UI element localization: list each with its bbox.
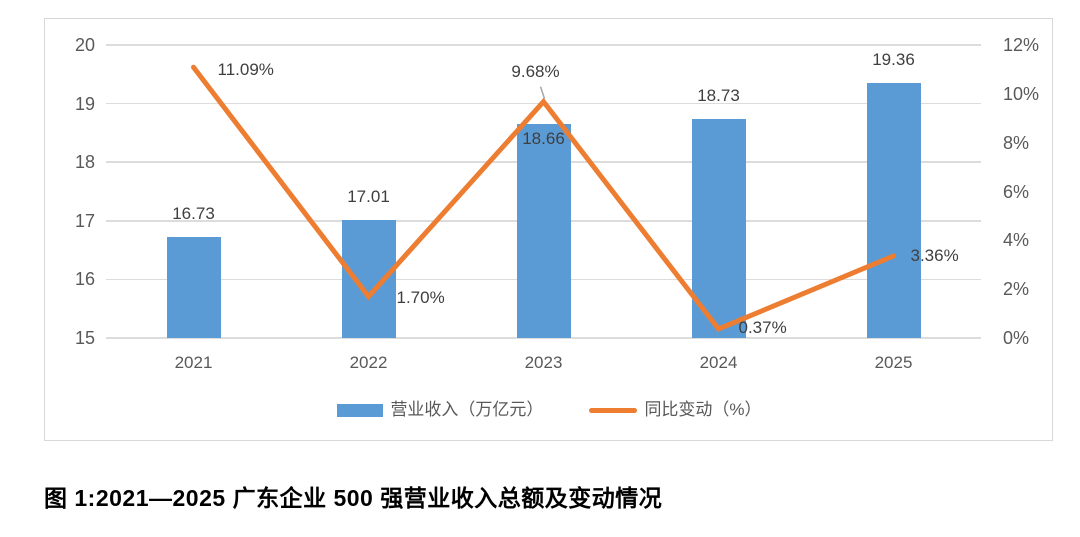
left-axis-tick: 15 [74, 328, 95, 348]
legend-label-change: 同比变动（%） [644, 400, 762, 419]
left-axis-tick: 17 [74, 210, 95, 231]
left-axis-tick: 16 [74, 269, 95, 290]
line-point-label: 11.09% [217, 60, 274, 80]
legend-label-revenue: 营业收入（万亿元） [390, 400, 544, 419]
line-series-swatch-icon [589, 407, 638, 413]
x-axis-tick: 2021 [174, 353, 213, 372]
line-point-label: 1.70% [396, 288, 445, 308]
right-axis-tick: 0% [1003, 328, 1030, 348]
bar-value-label: 19.36 [872, 49, 915, 69]
bar-value-label: 17.01 [347, 187, 390, 207]
chart-legend: 营业收入（万亿元） 同比变动（%） [45, 398, 1054, 422]
right-axis-tick: 12% [1003, 35, 1040, 55]
leader-line [539, 86, 546, 99]
x-axis-tick: 2025 [874, 353, 913, 372]
line-point-label: 0.37% [738, 317, 787, 337]
x-axis-tick: 2024 [699, 353, 738, 372]
bar-value-label: 18.73 [697, 86, 740, 106]
bar [866, 82, 921, 338]
line-point-label: 9.68% [511, 61, 560, 81]
trend-line [191, 64, 896, 333]
left-axis-tick: 18 [74, 152, 95, 173]
bar [516, 123, 571, 338]
trend-line-svg [191, 64, 896, 333]
right-axis-tick: 8% [1003, 132, 1030, 153]
right-axis-tick: 10% [1003, 83, 1040, 104]
chart-card: 20 19 18 17 16 15 12% 10% 8% 6% 4% 2% 0% 16.73 17.01 18… [44, 18, 1053, 441]
combo-chart-plot: 20 19 18 17 16 15 12% 10% 8% 6% 4% 2% 0% 16.73 17.01 18… [45, 19, 1054, 442]
right-axis-tick: 6% [1003, 181, 1030, 202]
line-point-label: 3.36% [910, 245, 959, 265]
bar-series-swatch-icon [337, 403, 384, 417]
right-axis-tick: 4% [1003, 230, 1030, 251]
bar [166, 236, 221, 338]
x-axis-tick: 2023 [524, 353, 563, 372]
left-axis-tick: 20 [74, 35, 95, 55]
bar-value-label: 16.73 [172, 203, 215, 223]
left-axis-tick: 19 [74, 93, 95, 114]
bar-value-label: 18.66 [522, 128, 565, 148]
figure-caption: 图 1:2021—2025 广东企业 500 强营业收入总额及变动情况 [44, 485, 663, 511]
gridline [106, 44, 981, 46]
right-axis-tick: 2% [1003, 279, 1030, 300]
legend-item-change: 同比变动（%） [589, 400, 762, 420]
x-axis-tick: 2022 [349, 353, 388, 372]
gridline [106, 337, 981, 339]
legend-item-revenue: 营业收入（万亿元） [337, 400, 543, 420]
